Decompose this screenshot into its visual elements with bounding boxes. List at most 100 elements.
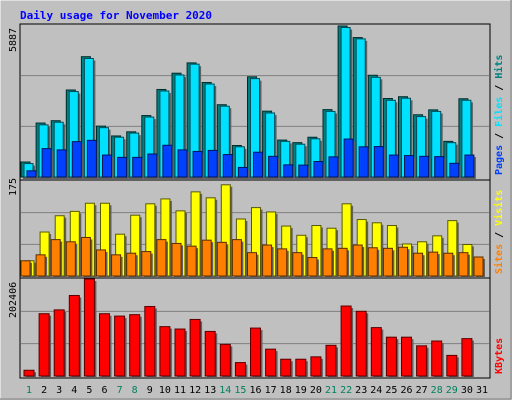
kbytes-bar-kbytes-12 xyxy=(189,318,201,377)
kbytes-bar-kbytes-4 xyxy=(68,294,80,377)
kbytes-bar-kbytes-6 xyxy=(99,313,110,377)
kbytes-legend: KBytes xyxy=(494,338,505,374)
x-tick-day-31: 31 xyxy=(476,385,488,396)
kbytes-bar-kbytes-7 xyxy=(114,315,126,377)
x-tick-day-3: 3 xyxy=(56,385,62,396)
visits-bar-sites-23 xyxy=(352,244,363,277)
hits-bar-pages-1 xyxy=(26,170,37,178)
x-tick-day-8: 8 xyxy=(132,385,138,396)
hits-bar-pages-3 xyxy=(56,149,67,178)
visits-bar-sites-4 xyxy=(65,241,76,277)
kbytes-ymax-label: 202406 xyxy=(8,282,19,318)
hits-bar-pages-23 xyxy=(358,146,369,178)
visits-bar-sites-24 xyxy=(367,247,378,277)
legend-separator: / xyxy=(494,79,505,97)
x-tick-day-21: 21 xyxy=(325,385,337,396)
hits-legend: Pages / Files / Hits xyxy=(493,55,505,175)
x-tick-day-12: 12 xyxy=(189,385,201,396)
hits-bar-pages-25 xyxy=(388,154,399,178)
visits-bar-sites-6 xyxy=(96,249,106,277)
kbytes-bar-kbytes-15 xyxy=(234,362,246,377)
visits-bar-sites-21 xyxy=(322,248,333,277)
visits-bar-sites-27 xyxy=(413,252,424,277)
visits-bar-sites-22 xyxy=(337,247,348,277)
hits-bar-pages-14 xyxy=(222,154,233,178)
hits-bar-pages-19 xyxy=(298,164,309,178)
x-tick-day-7: 7 xyxy=(117,385,123,396)
visits-bar-sites-30 xyxy=(458,252,469,277)
kbytes-bar-kbytes-18 xyxy=(280,358,292,377)
hits-bar-pages-12 xyxy=(192,150,203,178)
hits-bar-pages-17 xyxy=(268,155,279,178)
kbytes-bar-kbytes-29 xyxy=(446,354,458,377)
legend-entry-visits: Visits xyxy=(493,190,505,226)
kbytes-bar-kbytes-9 xyxy=(144,306,156,377)
x-tick-day-13: 13 xyxy=(204,385,216,396)
x-tick-day-10: 10 xyxy=(159,385,171,396)
hits-bar-pages-4 xyxy=(71,141,82,178)
x-tick-day-28: 28 xyxy=(431,385,443,396)
kbytes-bar-kbytes-8 xyxy=(129,314,141,377)
kbytes-bar-kbytes-3 xyxy=(53,309,65,377)
visits-legend: Sites / Visits xyxy=(493,190,505,274)
hits-bar-pages-24 xyxy=(373,146,384,178)
kbytes-bar-kbytes-25 xyxy=(385,336,397,377)
legend-entry-pages: Pages xyxy=(494,145,505,175)
x-tick-day-2: 2 xyxy=(41,385,47,396)
visits-bar-sites-28 xyxy=(428,251,439,277)
hits-bar-pages-13 xyxy=(207,149,218,178)
kbytes-bar-kbytes-26 xyxy=(401,336,412,377)
hits-bar-pages-6 xyxy=(102,154,112,178)
x-tick-day-23: 23 xyxy=(355,385,367,396)
kbytes-bar-kbytes-14 xyxy=(219,343,231,377)
visits-bar-sites-26 xyxy=(398,246,408,277)
visits-bar-sites-14 xyxy=(216,241,227,277)
x-tick-day-17: 17 xyxy=(265,385,277,396)
hits-bar-pages-29 xyxy=(449,162,460,178)
hits-ymax-label: 5887 xyxy=(8,28,19,52)
hits-bar-pages-8 xyxy=(132,156,143,178)
visits-ymax-label: 175 xyxy=(8,178,19,196)
legend-entry-files: Files xyxy=(493,97,505,127)
legend-entry-sites: Sites xyxy=(493,244,505,274)
x-tick-day-15: 15 xyxy=(234,385,246,396)
kbytes-bar-kbytes-1 xyxy=(23,369,35,377)
visits-bar-sites-19 xyxy=(292,252,303,277)
hits-bar-pages-27 xyxy=(419,155,430,178)
legend-separator: / xyxy=(494,127,505,145)
legend-entry-hits: Hits xyxy=(493,55,505,79)
visits-bar-sites-20 xyxy=(307,257,318,277)
bar-marks xyxy=(20,25,485,378)
kbytes-bar-kbytes-16 xyxy=(250,327,261,377)
x-tick-labels: 1 2 3 4 5 6 7 8 9 10 11 12 13 14 15 16 17 18 19 20 21 22 23 24 2… xyxy=(26,385,488,396)
hits-bar-pages-2 xyxy=(41,148,52,178)
visits-bar-sites-9 xyxy=(141,251,152,277)
kbytes-bar-kbytes-27 xyxy=(416,345,428,377)
visits-bar-sites-15 xyxy=(231,239,242,277)
visits-bar-sites-5 xyxy=(80,236,91,277)
kbytes-bar-kbytes-5 xyxy=(83,278,95,377)
x-tick-day-9: 9 xyxy=(147,385,153,396)
hits-bar-pages-11 xyxy=(177,149,188,178)
x-tick-day-6: 6 xyxy=(101,385,107,396)
hits-bar-pages-7 xyxy=(117,156,128,178)
kbytes-bar-kbytes-30 xyxy=(461,338,473,377)
hits-bar-pages-5 xyxy=(86,139,97,178)
hits-bar-pages-16 xyxy=(253,151,263,178)
x-tick-day-22: 22 xyxy=(340,385,352,396)
kbytes-bar-kbytes-23 xyxy=(355,310,367,377)
visits-bar-sites-2 xyxy=(35,254,46,277)
x-tick-day-5: 5 xyxy=(86,385,92,396)
hits-bar-pages-26 xyxy=(404,155,414,178)
visits-bar-sites-12 xyxy=(186,245,197,277)
kbytes-bar-kbytes-17 xyxy=(265,348,277,377)
kbytes-bar-kbytes-10 xyxy=(159,326,171,377)
x-tick-day-1: 1 xyxy=(26,385,32,396)
visits-bar-sites-16 xyxy=(247,252,257,277)
x-tick-day-25: 25 xyxy=(385,385,397,396)
visits-bar-sites-18 xyxy=(277,248,288,277)
kbytes-bar-kbytes-21 xyxy=(325,344,337,377)
x-tick-day-11: 11 xyxy=(174,385,186,396)
x-tick-day-20: 20 xyxy=(310,385,322,396)
